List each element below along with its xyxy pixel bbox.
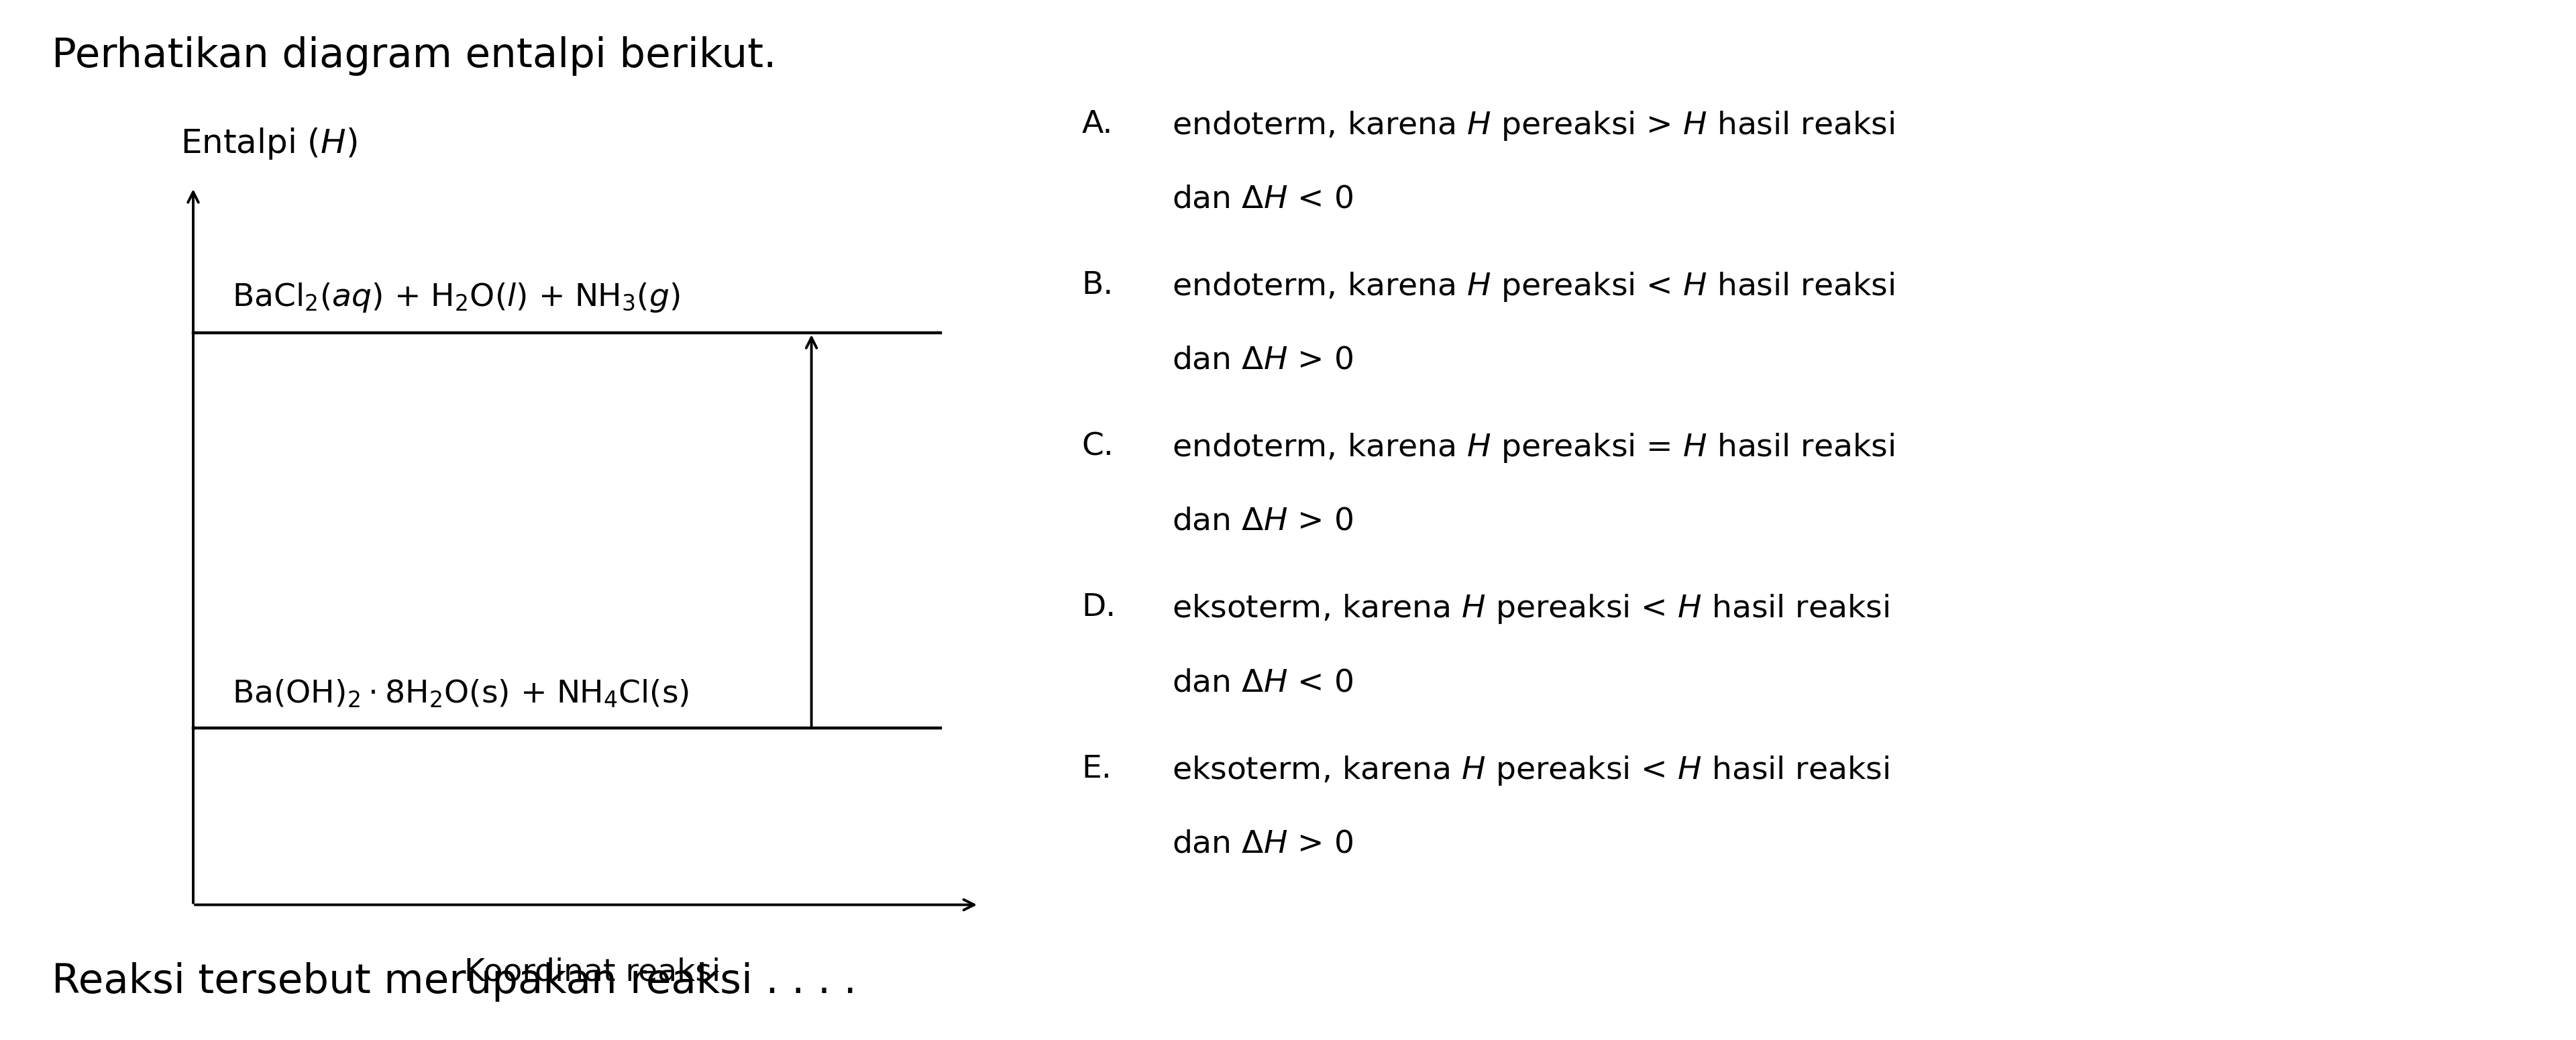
Text: endoterm, karena $H$ pereaksi < $H$ hasil reaksi: endoterm, karena $H$ pereaksi < $H$ hasi… — [1172, 270, 1893, 304]
Text: D.: D. — [1082, 593, 1115, 623]
Text: B.: B. — [1082, 270, 1113, 301]
Text: Reaksi tersebut merupakan reaksi . . . .: Reaksi tersebut merupakan reaksi . . . . — [52, 962, 855, 1002]
Text: Ba(OH)$_2\cdot$8H$_2$O(s) + NH$_4$Cl(s): Ba(OH)$_2\cdot$8H$_2$O(s) + NH$_4$Cl(s) — [232, 678, 688, 709]
Text: C.: C. — [1082, 432, 1113, 462]
Text: eksoterm, karena $H$ pereaksi < $H$ hasil reaksi: eksoterm, karena $H$ pereaksi < $H$ hasi… — [1172, 593, 1888, 626]
Text: BaCl$_2$($aq$) + H$_2$O($l$) + NH$_3$($g$): BaCl$_2$($aq$) + H$_2$O($l$) + NH$_3$($g… — [232, 281, 680, 314]
Text: dan Δ$H$ > 0: dan Δ$H$ > 0 — [1172, 829, 1352, 859]
Text: Perhatikan diagram entalpi berikut.: Perhatikan diagram entalpi berikut. — [52, 36, 775, 76]
Text: dan Δ$H$ > 0: dan Δ$H$ > 0 — [1172, 345, 1352, 375]
Text: dan Δ$H$ < 0: dan Δ$H$ < 0 — [1172, 668, 1352, 698]
Text: dan Δ$H$ > 0: dan Δ$H$ > 0 — [1172, 506, 1352, 537]
Text: Entalpi ($H$): Entalpi ($H$) — [180, 126, 358, 161]
Text: A.: A. — [1082, 109, 1113, 139]
Text: endoterm, karena $H$ pereaksi = $H$ hasil reaksi: endoterm, karena $H$ pereaksi = $H$ hasi… — [1172, 432, 1893, 465]
Text: E.: E. — [1082, 754, 1113, 784]
Text: endoterm, karena $H$ pereaksi > $H$ hasil reaksi: endoterm, karena $H$ pereaksi > $H$ hasi… — [1172, 109, 1893, 142]
Text: dan Δ$H$ < 0: dan Δ$H$ < 0 — [1172, 184, 1352, 214]
Text: eksoterm, karena $H$ pereaksi < $H$ hasil reaksi: eksoterm, karena $H$ pereaksi < $H$ hasi… — [1172, 754, 1888, 787]
Text: Koordinat reaksi: Koordinat reaksi — [464, 957, 721, 987]
